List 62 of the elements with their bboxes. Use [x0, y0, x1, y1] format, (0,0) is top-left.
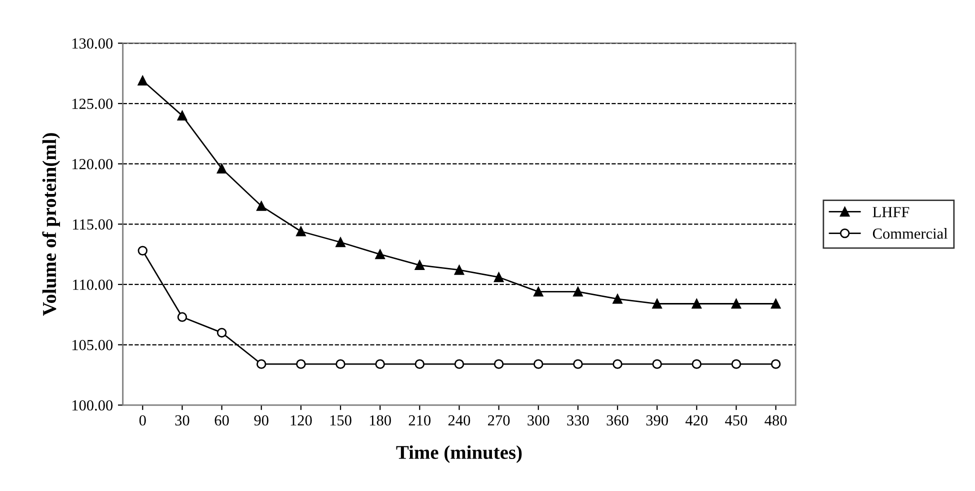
x-tick-label: 300	[528, 415, 550, 426]
point	[534, 286, 544, 297]
x-tick-label: 0	[139, 415, 146, 426]
point	[731, 359, 742, 369]
legend-label: Commercial	[872, 228, 948, 239]
point	[414, 359, 425, 369]
y-tick-label: 110.00	[73, 280, 113, 290]
y-tick-label: 105.00	[72, 340, 113, 350]
point	[256, 359, 266, 369]
point	[612, 294, 622, 304]
point	[216, 164, 227, 174]
legend-label: LHFF	[872, 207, 910, 218]
y-tick-label: 100.00	[72, 400, 113, 411]
x-axis-title: Time (minutes)	[396, 445, 522, 463]
point	[731, 298, 742, 309]
point	[770, 359, 781, 369]
x-tick-label: 330	[567, 415, 589, 426]
x-tick-label: 60	[214, 415, 229, 426]
x-tick-label: 420	[686, 415, 708, 426]
point	[256, 201, 266, 211]
point	[375, 249, 385, 260]
x-tick-label: 450	[725, 415, 748, 426]
point	[494, 272, 504, 282]
point	[652, 298, 662, 309]
point	[573, 286, 583, 297]
point	[454, 359, 464, 369]
x-tick-label: 120	[290, 415, 312, 426]
point	[138, 76, 148, 86]
point	[336, 237, 346, 248]
x-tick-label: 180	[370, 415, 391, 426]
point	[336, 359, 346, 369]
point	[692, 298, 702, 309]
point	[770, 298, 781, 309]
x-tick-label: 90	[254, 415, 268, 426]
y-tick-label: 115.00	[73, 219, 113, 230]
x-tick-label: 270	[488, 415, 510, 426]
point	[138, 246, 148, 256]
point	[296, 226, 306, 236]
point	[573, 359, 583, 369]
point	[177, 110, 188, 120]
y-tick-label: 125.00	[72, 98, 113, 110]
point	[296, 359, 306, 369]
x-tick-label: 150	[330, 415, 352, 426]
point	[177, 312, 188, 322]
x-tick-label: 360	[606, 415, 628, 426]
x-tick-label: 210	[408, 415, 431, 426]
x-tick-label: 30	[175, 415, 190, 426]
y-axis-title: Volume of protein(ml)	[42, 133, 60, 316]
point	[692, 359, 702, 369]
point	[414, 260, 425, 270]
y-tick-label: 130.00	[72, 38, 113, 49]
x-tick-label: 480	[764, 415, 787, 426]
point	[534, 359, 544, 369]
point	[494, 359, 504, 369]
point	[454, 265, 464, 275]
point	[612, 359, 622, 369]
point	[652, 359, 662, 369]
y-tick-label: 120.00	[72, 158, 113, 170]
x-tick-label: 390	[646, 415, 668, 426]
point	[216, 328, 227, 338]
point	[375, 359, 385, 369]
x-tick-label: 240	[448, 415, 470, 426]
